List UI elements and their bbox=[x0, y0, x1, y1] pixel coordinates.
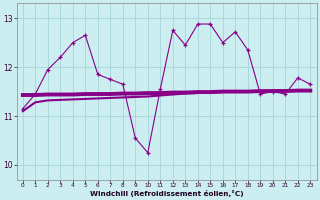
X-axis label: Windchill (Refroidissement éolien,°C): Windchill (Refroidissement éolien,°C) bbox=[90, 190, 244, 197]
